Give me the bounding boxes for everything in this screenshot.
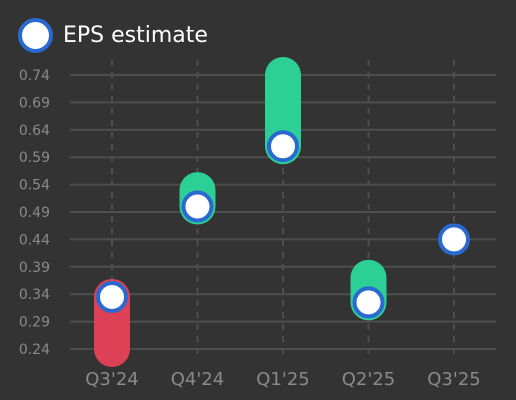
- y-tick-label: 0.49: [19, 205, 50, 221]
- legend-marker-icon: [18, 18, 53, 53]
- y-tick-label: 0.39: [19, 260, 50, 276]
- y-tick-label: 0.44: [19, 232, 50, 248]
- y-tick-label: 0.54: [19, 178, 50, 194]
- y-tick-label: 0.74: [19, 68, 50, 84]
- x-tick-label: Q3'25: [427, 369, 480, 390]
- legend: EPS estimate: [18, 18, 208, 53]
- legend-label: EPS estimate: [63, 23, 208, 48]
- x-tick-label: Q1'25: [256, 369, 309, 390]
- estimate-marker: [438, 223, 470, 256]
- y-tick-label: 0.24: [19, 342, 50, 358]
- estimate-marker: [352, 286, 385, 319]
- estimate-marker: [267, 130, 299, 163]
- y-tick-label: 0.69: [19, 95, 50, 111]
- y-tick-label: 0.64: [19, 123, 50, 139]
- estimate-marker: [96, 280, 128, 313]
- y-tick-label: 0.34: [19, 287, 50, 303]
- y-tick-label: 0.29: [19, 315, 50, 331]
- estimate-marker: [181, 190, 214, 223]
- x-tick-label: Q4'24: [171, 369, 224, 390]
- x-tick-label: Q3'24: [85, 369, 138, 390]
- y-tick-label: 0.59: [19, 150, 50, 166]
- x-tick-label: Q2'25: [342, 369, 395, 390]
